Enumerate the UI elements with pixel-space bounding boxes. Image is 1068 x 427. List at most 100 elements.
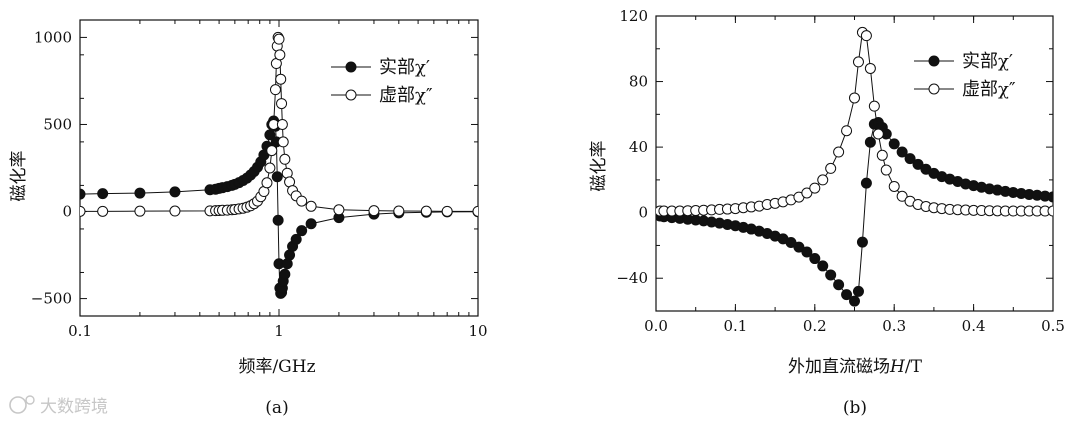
chart-a-data-point (277, 136, 289, 148)
chart-b-data-point (876, 149, 888, 161)
chart-b-data-point (852, 285, 864, 297)
chart-b-legend-label: 虚部χ″ (962, 79, 1016, 100)
chart-b-data-point (1047, 205, 1053, 217)
chart-b-data-point (801, 187, 813, 199)
chart-a-data-point (97, 188, 109, 200)
chart-a-legend-marker (345, 89, 357, 101)
chart-b-data-point (809, 253, 821, 265)
chart-b-legend: 实部χ′ 虚部χ″ (914, 51, 1016, 100)
chart-a-data-point (169, 186, 181, 198)
watermark-icon-dot (25, 395, 35, 405)
chart-a-legend-marker (345, 61, 357, 73)
chart-a-data-point (305, 218, 317, 230)
chart-a-series-imag (80, 31, 478, 217)
chart-a-data-point (261, 177, 273, 189)
chart-b-legend-marker (928, 83, 940, 95)
chart-b-xlabel-text: 外加直流磁场 (788, 357, 890, 377)
chart-b-y-tick-label: −40 (616, 269, 648, 287)
chart-a-legend-label: 虚部χ″ (379, 85, 433, 106)
chart-a-data-point (296, 195, 308, 207)
chart-b-ylabel: 磁化率 (589, 141, 609, 192)
chart-b-legend-marker (928, 55, 940, 67)
chart-a-data-point (169, 205, 181, 217)
chart-b-data-point (860, 177, 872, 189)
chart-b-data-point (825, 162, 837, 174)
chart-b-xlabel: 外加直流磁场H/T (788, 357, 923, 377)
chart-b-data-point (860, 30, 872, 42)
chart-b-xlabel-var: H (889, 357, 906, 377)
chart-b-data-point (896, 146, 908, 158)
chart-a-data-point (276, 98, 288, 110)
chart-b-y-tick-label: 80 (629, 73, 648, 91)
chart-b-x-tick-label: 0.2 (803, 317, 827, 335)
watermark-text: 大数跨境 (40, 397, 108, 417)
chart-a-x-tick-label: 0.1 (68, 322, 92, 340)
chart-b-x-tick-label: 0.1 (723, 317, 747, 335)
chart-a-data-point (472, 205, 478, 217)
chart-b-x-tick-label: 0.3 (882, 317, 906, 335)
chart-a-ylabel: 磁化率 (9, 151, 29, 202)
chart-b-data-point (852, 56, 864, 68)
chart-b-data-point (825, 269, 837, 281)
chart-a-x-tick-label: 10 (468, 322, 487, 340)
chart-a-y-tick-label: 0 (62, 203, 72, 221)
chart-a-data-point (134, 205, 146, 217)
chart-b-data-point (849, 295, 860, 307)
chart-b-data-point (856, 236, 868, 248)
chart-a-data-point (272, 214, 284, 226)
chart-b-data-point (849, 92, 860, 104)
chart-b-panel-label: (b) (843, 398, 867, 418)
chart-b-data-point (864, 62, 876, 74)
chart-a-legend-label: 实部χ′ (379, 57, 430, 78)
chart-b-data-point (817, 260, 829, 272)
chart-a-data-point (368, 205, 380, 217)
chart-a-data-point (279, 268, 291, 280)
chart-a-data-point (296, 225, 308, 237)
chart-b-y-tick-label: 40 (629, 138, 648, 156)
chart-a: 0.1 1 10 −500 0 500 1000 实部χ′ 虚部χ″ (31, 19, 488, 340)
chart-b-x-tick-label: 0.4 (962, 317, 986, 335)
chart-a-data-point (274, 49, 286, 61)
chart-a-data-point (134, 187, 146, 199)
chart-b-data-point (833, 146, 845, 158)
chart-a-data-point (271, 171, 283, 183)
chart-b-data-point (801, 246, 813, 258)
chart-b-data-point (833, 279, 845, 291)
chart-a-data-point (279, 153, 291, 165)
chart-b-xlabel-unit: /T (905, 357, 923, 377)
chart-b-data-point (888, 138, 900, 150)
chart-a-data-point (269, 84, 281, 96)
chart-b-data-point (872, 128, 884, 140)
chart-b-x-tick-label: 0.5 (1041, 317, 1065, 335)
chart-a-legend: 实部χ′ 虚部χ″ (331, 57, 433, 106)
chart-a-data-point (290, 233, 302, 245)
chart-a-x-tick-label: 1 (274, 322, 284, 340)
chart-b-data-point (896, 190, 908, 202)
chart-a-data-point (276, 118, 288, 130)
chart-a-data-point (275, 73, 287, 85)
chart-b-data-point (912, 158, 924, 170)
chart-a-y-tick-label: 500 (43, 115, 72, 133)
chart-a-y-tick-label: −500 (31, 290, 72, 308)
chart-b-data-point (1047, 191, 1053, 203)
chart-a-data-point (333, 204, 345, 216)
chart-a-y-tick-label: 1000 (34, 28, 72, 46)
chart-b-data-point (880, 164, 892, 176)
chart-b: 0.0 0.1 0.2 0.3 0.4 0.5 −40 0 40 80 120 实部χ′ 虚部χ″ (616, 7, 1065, 335)
chart-a-data-point (97, 205, 109, 217)
watermark: 大数跨境 (9, 395, 108, 417)
chart-b-data-point (793, 241, 805, 253)
chart-b-data-point (864, 136, 876, 148)
chart-a-xlabel: 频率/GHz (238, 357, 315, 377)
chart-b-data-point (904, 153, 916, 165)
chart-a-data-point (393, 205, 405, 217)
chart-b-data-point (841, 125, 853, 137)
chart-a-panel-label: (a) (265, 398, 288, 418)
chart-b-x-tick-label: 0.0 (644, 317, 668, 335)
chart-b-series-imag (656, 26, 1053, 217)
chart-b-legend-label: 实部χ′ (962, 51, 1013, 72)
chart-b-data-point (841, 289, 853, 301)
chart-b-y-tick-label: 120 (619, 7, 648, 25)
chart-a-data-point (266, 145, 278, 157)
